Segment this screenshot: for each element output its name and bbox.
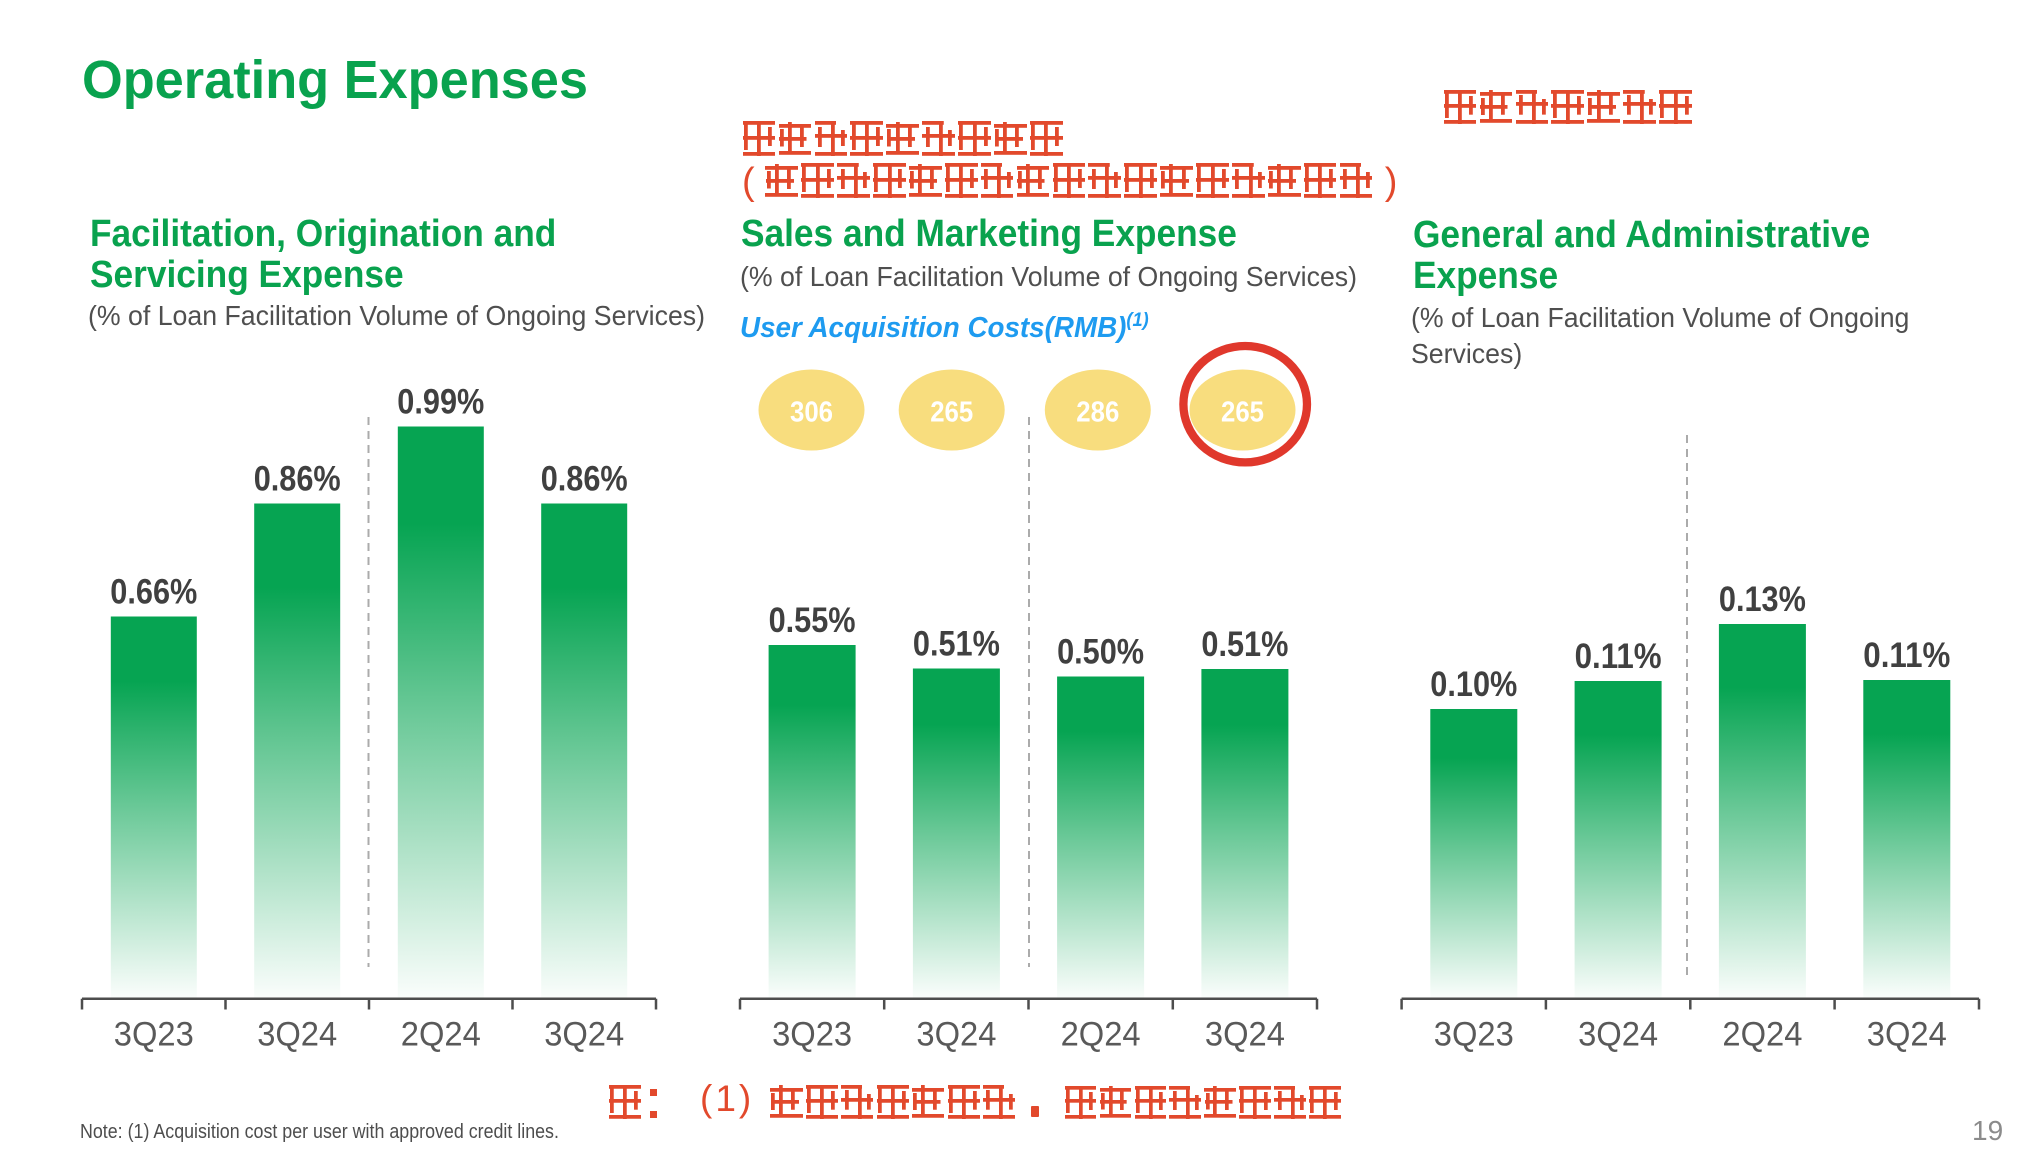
- svg-text:286: 286: [1076, 397, 1119, 429]
- svg-text:265: 265: [930, 397, 973, 429]
- svg-text:0.51%: 0.51%: [913, 625, 1000, 664]
- svg-text:0.13%: 0.13%: [1719, 580, 1806, 619]
- svg-text:265: 265: [1221, 397, 1264, 429]
- svg-text:0.99%: 0.99%: [397, 383, 484, 422]
- svg-text:3Q23: 3Q23: [772, 1016, 852, 1054]
- svg-text:306: 306: [790, 397, 833, 429]
- svg-text:0.11%: 0.11%: [1575, 637, 1662, 676]
- svg-text:3Q23: 3Q23: [1434, 1016, 1514, 1054]
- svg-text:0.55%: 0.55%: [769, 601, 856, 640]
- svg-text:2Q24: 2Q24: [401, 1016, 481, 1054]
- svg-text:3Q23: 3Q23: [114, 1016, 194, 1054]
- svg-text:0.51%: 0.51%: [1201, 625, 1288, 664]
- svg-text:3Q24: 3Q24: [257, 1016, 337, 1054]
- svg-text:2Q24: 2Q24: [1722, 1016, 1802, 1054]
- svg-text:0.86%: 0.86%: [541, 460, 628, 499]
- svg-text:0.11%: 0.11%: [1863, 636, 1950, 675]
- svg-text:0.10%: 0.10%: [1430, 665, 1517, 704]
- svg-text:2Q24: 2Q24: [1061, 1016, 1141, 1054]
- svg-text:3Q24: 3Q24: [1578, 1016, 1658, 1054]
- svg-text:0.50%: 0.50%: [1057, 633, 1144, 672]
- svg-text:3Q24: 3Q24: [544, 1016, 624, 1054]
- svg-text:0.66%: 0.66%: [110, 573, 197, 612]
- svg-text:3Q24: 3Q24: [916, 1016, 996, 1054]
- svg-text:3Q24: 3Q24: [1205, 1016, 1285, 1054]
- svg-text:0.86%: 0.86%: [254, 460, 341, 499]
- svg-text:3Q24: 3Q24: [1867, 1016, 1947, 1054]
